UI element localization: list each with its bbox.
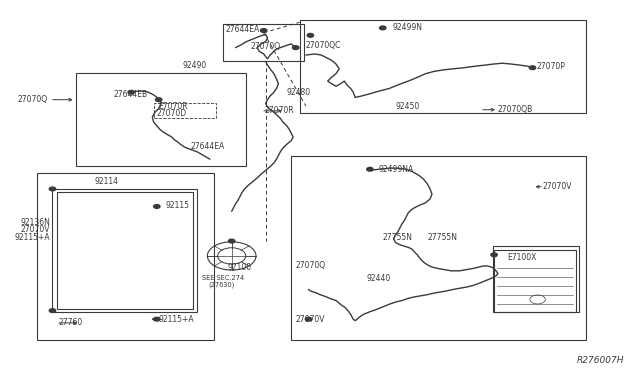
Circle shape (307, 33, 314, 37)
Bar (76, 73, 246, 166)
Circle shape (367, 167, 373, 171)
Text: 27070Q: 27070Q (296, 262, 326, 270)
Text: 27644EB: 27644EB (114, 90, 148, 99)
Text: 92114: 92114 (95, 177, 119, 186)
Text: 27644EA: 27644EA (191, 142, 225, 151)
Circle shape (260, 29, 267, 32)
Text: E7070R: E7070R (159, 102, 188, 110)
Text: 92115: 92115 (165, 201, 189, 210)
Text: 27070V: 27070V (543, 182, 572, 191)
Bar (291, 156, 586, 340)
Circle shape (380, 26, 386, 30)
Bar (57, 192, 193, 309)
Circle shape (154, 205, 160, 208)
Circle shape (154, 317, 160, 321)
Text: 27070QC: 27070QC (306, 41, 341, 50)
Text: 27760: 27760 (59, 318, 83, 327)
Circle shape (49, 187, 56, 191)
Text: 27070P: 27070P (536, 62, 565, 71)
Bar (300, 20, 586, 113)
Circle shape (128, 90, 134, 94)
Text: 92440: 92440 (366, 274, 390, 283)
Bar (37, 173, 214, 340)
Text: 92136N: 92136N (20, 218, 50, 227)
Bar (493, 246, 579, 312)
Circle shape (305, 317, 312, 321)
Text: 27070QB: 27070QB (498, 105, 533, 114)
Bar (154, 103, 216, 118)
Text: 92480: 92480 (287, 88, 311, 97)
Circle shape (292, 46, 299, 49)
Bar (223, 24, 304, 61)
Text: 27070V: 27070V (20, 225, 50, 234)
Text: 27070Q: 27070Q (251, 42, 281, 51)
Text: E7100X: E7100X (507, 253, 536, 262)
Text: 27070D: 27070D (157, 109, 187, 118)
Text: SEE SEC.274: SEE SEC.274 (202, 275, 244, 281)
Circle shape (49, 309, 56, 312)
Text: 27070R: 27070R (264, 106, 294, 115)
Text: 27755N: 27755N (428, 233, 458, 242)
Text: (27630): (27630) (208, 281, 234, 288)
Text: 92100: 92100 (227, 263, 252, 272)
Text: 27070V: 27070V (296, 315, 325, 324)
Text: R276007H: R276007H (577, 356, 624, 365)
Text: 27070Q: 27070Q (18, 95, 48, 104)
Bar (52, 189, 197, 312)
Circle shape (228, 239, 235, 243)
Bar (494, 250, 576, 312)
Circle shape (156, 98, 162, 102)
Circle shape (529, 66, 536, 70)
Text: 92499N: 92499N (392, 23, 422, 32)
Text: 92115+A: 92115+A (14, 233, 50, 242)
Text: 92499NA: 92499NA (379, 165, 414, 174)
Text: 92490: 92490 (182, 61, 207, 70)
Text: 27644EA: 27644EA (225, 25, 260, 33)
Text: 92450: 92450 (396, 102, 420, 110)
Circle shape (491, 253, 497, 257)
Text: 92115+A: 92115+A (159, 315, 195, 324)
Text: 27755N: 27755N (383, 233, 413, 242)
